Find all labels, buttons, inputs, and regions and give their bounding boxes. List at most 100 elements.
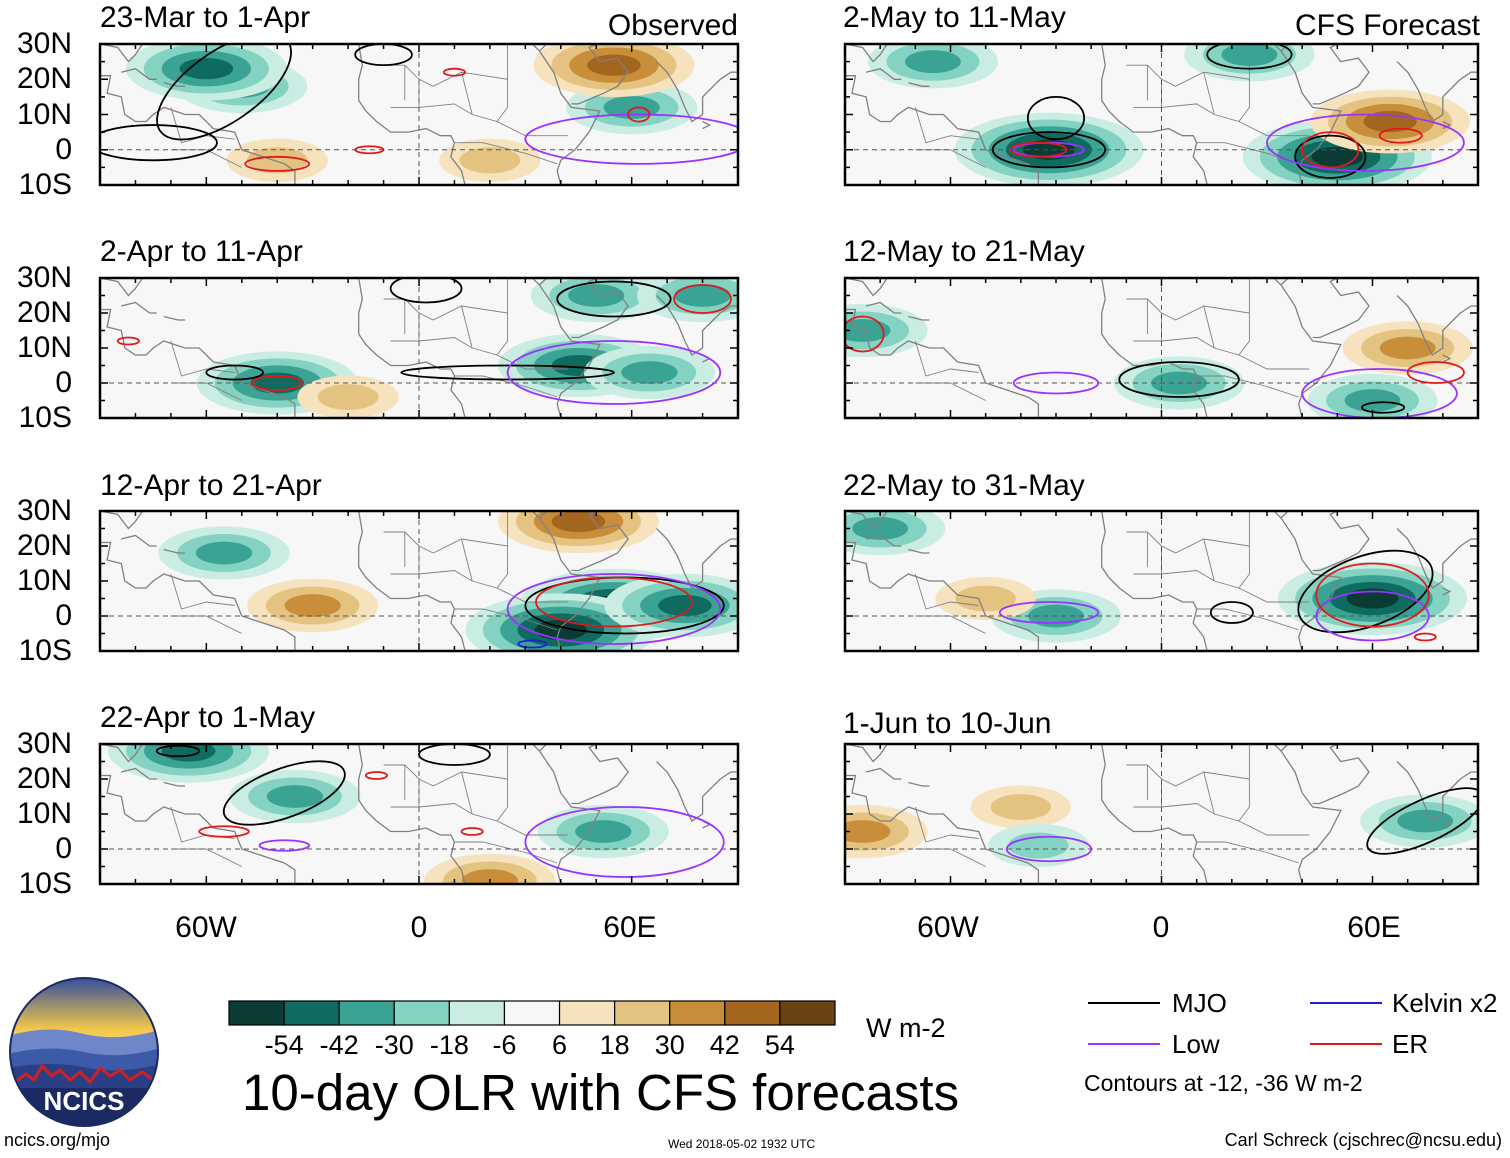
coastline bbox=[100, 744, 144, 763]
coastline bbox=[865, 767, 902, 780]
olr-anomaly-blob bbox=[246, 147, 308, 174]
country-border bbox=[1203, 538, 1215, 582]
coastline bbox=[358, 278, 385, 279]
legend-er-label: ER bbox=[1392, 1029, 1429, 1059]
coastline bbox=[845, 278, 888, 297]
colorbar-units: W m-2 bbox=[866, 1013, 946, 1043]
coastline bbox=[1196, 278, 1342, 418]
coastline bbox=[100, 44, 144, 63]
coastline bbox=[571, 744, 629, 805]
lat-label: 10S bbox=[18, 634, 72, 667]
panel-title-4: 22-Apr to 1-May bbox=[100, 701, 316, 734]
country-border bbox=[1238, 354, 1310, 370]
coastline bbox=[1442, 820, 1452, 829]
coastline bbox=[1101, 511, 1208, 651]
coastline bbox=[1101, 278, 1128, 279]
logo-text: NCICS bbox=[44, 1086, 125, 1116]
olr-anomaly-blob bbox=[621, 361, 678, 384]
coastline bbox=[845, 44, 888, 63]
lat-label: 10S bbox=[18, 168, 72, 201]
coastline bbox=[358, 511, 466, 651]
legend-er-line bbox=[1310, 1043, 1382, 1045]
olr-anomaly-blob bbox=[551, 511, 606, 533]
panel-title-8: 1-Jun to 10-Jun bbox=[843, 707, 1052, 740]
coastline bbox=[454, 511, 601, 651]
lat-label: 30N bbox=[16, 494, 72, 527]
olr-anomaly-blob bbox=[317, 384, 379, 410]
colorbar-tick-label: -42 bbox=[319, 1030, 359, 1060]
lat-label: 10N bbox=[16, 331, 72, 364]
coastline bbox=[908, 82, 930, 87]
panel-title-2: 2-Apr to 11-Apr bbox=[100, 235, 303, 268]
coastline bbox=[1442, 587, 1452, 596]
coastline bbox=[845, 75, 1040, 185]
country-border bbox=[1203, 72, 1215, 115]
olr-anomaly-blob bbox=[1397, 809, 1454, 833]
coastline bbox=[571, 511, 629, 572]
low-contour bbox=[1315, 590, 1430, 642]
coastline bbox=[121, 67, 157, 80]
coastline bbox=[1396, 295, 1478, 356]
coastline bbox=[454, 744, 601, 884]
colorbar-swatch bbox=[503, 1000, 561, 1026]
mjo-contour bbox=[354, 44, 413, 67]
footer-author: Carl Schreck (cjschrec@ncsu.edu) bbox=[1224, 1130, 1502, 1150]
coastline bbox=[1196, 44, 1342, 185]
coastline bbox=[845, 744, 888, 763]
coastline bbox=[1396, 61, 1478, 123]
panel-title-3: 12-Apr to 21-Apr bbox=[100, 469, 322, 502]
figure-title: 10-day OLR with CFS forecasts bbox=[242, 1064, 960, 1121]
low-contour bbox=[1266, 113, 1465, 172]
er-contour bbox=[845, 315, 885, 353]
olr-anomaly-blob bbox=[195, 541, 253, 565]
coastline bbox=[1312, 511, 1370, 572]
colorbar-swatch bbox=[724, 1000, 781, 1026]
coastline bbox=[1101, 744, 1208, 884]
coastline bbox=[571, 44, 629, 105]
panel-title-1: 23-Mar to 1-Apr bbox=[100, 1, 311, 34]
footer-url[interactable]: ncics.org/mjo bbox=[4, 1130, 111, 1150]
country-border bbox=[1196, 375, 1299, 398]
er-contour bbox=[251, 375, 303, 391]
er-contour bbox=[1413, 632, 1437, 642]
legend-kelvin-line bbox=[1310, 1002, 1382, 1004]
country-border bbox=[1196, 608, 1299, 631]
colorbar-swatch bbox=[669, 1000, 726, 1026]
colorbar bbox=[228, 1000, 836, 1026]
colorbar-swatch bbox=[228, 1000, 285, 1026]
coastline bbox=[1196, 511, 1342, 651]
country-border bbox=[1126, 764, 1250, 822]
ncics-logo[interactable]: NCICS bbox=[8, 976, 160, 1128]
low-contour bbox=[1012, 371, 1100, 395]
lat-label: 30N bbox=[16, 727, 72, 760]
legend-contour-note: Contours at -12, -36 W m-2 bbox=[1084, 1070, 1363, 1096]
country-border bbox=[496, 820, 568, 836]
coastline bbox=[358, 278, 466, 418]
olr-anomaly-blob bbox=[266, 785, 324, 808]
coastline bbox=[1396, 528, 1478, 589]
colorbar-swatch bbox=[338, 1000, 395, 1026]
coastline bbox=[865, 534, 902, 547]
er-contour bbox=[364, 771, 389, 780]
olr-anomaly-blob bbox=[990, 794, 1052, 820]
olr-anomaly-blob bbox=[603, 95, 660, 119]
olr-anomaly-blob bbox=[534, 619, 587, 641]
coastline bbox=[908, 548, 930, 554]
coastline bbox=[121, 767, 157, 780]
mjo-contour bbox=[1366, 787, 1478, 855]
olr-anomaly-blob bbox=[575, 820, 632, 843]
olr-anomaly-blob bbox=[852, 517, 909, 540]
country-border bbox=[1126, 298, 1250, 356]
colorbar-swatch bbox=[393, 1000, 450, 1026]
legend-low-label: Low bbox=[1172, 1029, 1220, 1059]
er-contour bbox=[1301, 131, 1360, 169]
lat-label: 30N bbox=[16, 27, 72, 60]
low-contour bbox=[524, 806, 725, 878]
coastline bbox=[100, 511, 144, 530]
panel-8 bbox=[843, 742, 1480, 886]
colorbar-tick-label: 6 bbox=[552, 1030, 568, 1060]
country-border bbox=[454, 375, 558, 398]
er-contour bbox=[244, 155, 311, 172]
coastline bbox=[656, 295, 738, 356]
country-border bbox=[383, 64, 509, 123]
